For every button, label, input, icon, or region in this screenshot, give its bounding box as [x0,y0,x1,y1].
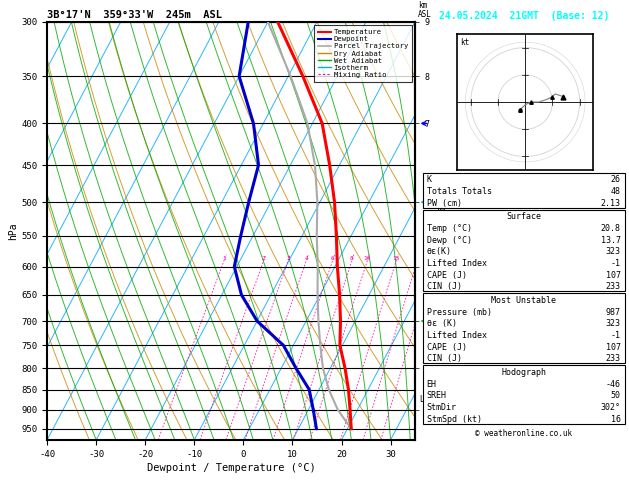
Text: -1: -1 [611,331,621,340]
Text: Lifted Index: Lifted Index [426,259,487,268]
Text: CIN (J): CIN (J) [426,282,462,291]
Text: StmSpd (kt): StmSpd (kt) [426,415,482,424]
Text: Dewp (°C): Dewp (°C) [426,236,472,244]
Text: CAPE (J): CAPE (J) [426,271,467,279]
Text: Lifted Index: Lifted Index [426,331,487,340]
Text: 107: 107 [606,271,621,279]
Text: 1: 1 [222,256,226,260]
Text: 15: 15 [392,256,400,260]
Text: 107: 107 [606,343,621,352]
Text: K: K [426,175,431,184]
Text: -1: -1 [611,259,621,268]
Text: 3B°17'N  359°33'W  245m  ASL: 3B°17'N 359°33'W 245m ASL [47,10,222,20]
Text: 26: 26 [611,175,621,184]
Text: Most Unstable: Most Unstable [491,296,556,305]
Text: SREH: SREH [426,391,447,400]
Text: 2.13: 2.13 [601,199,621,208]
Text: Pressure (mb): Pressure (mb) [426,308,492,317]
Text: 13.7: 13.7 [601,236,621,244]
Bar [423,293,625,364]
Text: 4: 4 [304,256,308,260]
Text: 3: 3 [286,256,290,260]
Bar [423,173,625,208]
Text: 50: 50 [611,391,621,400]
Text: 323: 323 [606,247,621,256]
Text: 10: 10 [364,256,371,260]
Text: © weatheronline.co.uk: © weatheronline.co.uk [475,430,572,438]
Legend: Temperature, Dewpoint, Parcel Trajectory, Dry Adiabat, Wet Adiabat, Isotherm, Mi: Temperature, Dewpoint, Parcel Trajectory… [314,25,411,82]
Text: EH: EH [426,380,437,389]
Y-axis label: hPa: hPa [9,222,18,240]
Text: kt: kt [460,38,469,47]
Text: 16: 16 [611,415,621,424]
Text: 20.8: 20.8 [601,224,621,233]
Text: 24.05.2024  21GMT  (Base: 12): 24.05.2024 21GMT (Base: 12) [439,11,610,21]
Text: PW (cm): PW (cm) [426,199,462,208]
Text: 6: 6 [331,256,335,260]
Y-axis label: Mixing Ratio (g/kg): Mixing Ratio (g/kg) [437,180,446,282]
Text: LCL: LCL [420,395,433,404]
Text: 302°: 302° [601,403,621,412]
Text: 2: 2 [262,256,265,260]
Text: CAPE (J): CAPE (J) [426,343,467,352]
X-axis label: Dewpoint / Temperature (°C): Dewpoint / Temperature (°C) [147,463,316,473]
Bar [423,365,625,424]
Text: 48: 48 [611,187,621,196]
Text: 233: 233 [606,282,621,291]
Text: 323: 323 [606,319,621,329]
Text: 233: 233 [606,354,621,364]
Text: θε (K): θε (K) [426,319,457,329]
Text: Totals Totals: Totals Totals [426,187,492,196]
Text: 987: 987 [606,308,621,317]
Text: Surface: Surface [506,212,541,221]
Text: -46: -46 [606,380,621,389]
Text: 8: 8 [350,256,354,260]
Text: θε(K): θε(K) [426,247,452,256]
Text: StmDir: StmDir [426,403,457,412]
Text: km
ASL: km ASL [418,1,432,19]
Text: CIN (J): CIN (J) [426,354,462,364]
Bar [423,209,625,291]
Text: Temp (°C): Temp (°C) [426,224,472,233]
Text: Hodograph: Hodograph [501,368,546,377]
